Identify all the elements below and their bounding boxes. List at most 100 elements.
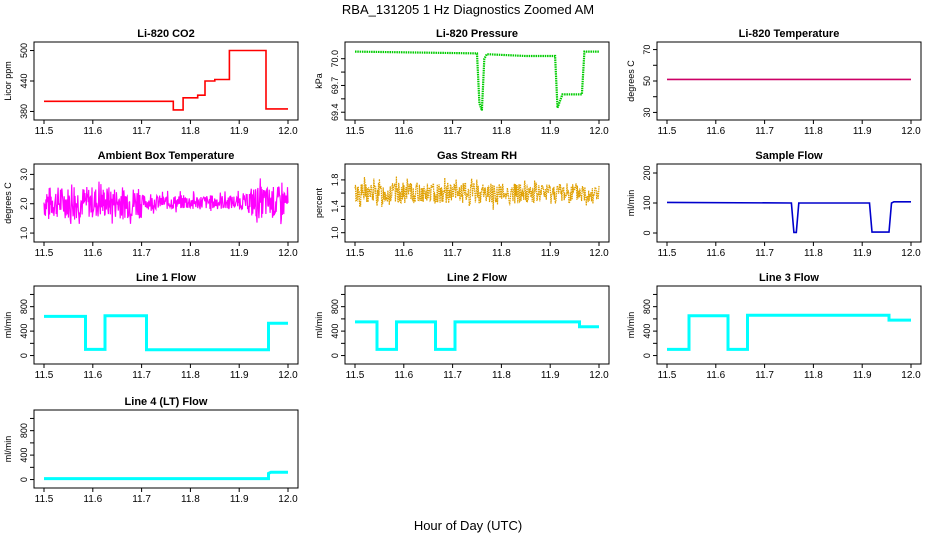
data-series (354, 50, 599, 111)
y-axis-label: Licor ppm (3, 61, 13, 101)
y-tick-label: 0 (642, 230, 652, 235)
x-tick-label: 11.9 (541, 126, 560, 137)
x-tick-label: 11.5 (658, 126, 677, 137)
y-tick-label: 440 (19, 73, 29, 88)
plot-title: Li-820 Temperature (739, 28, 840, 40)
panel-0: Li-820 CO2 Licor ppm 11.5 11.6 11.7 11.8 11.9 1… (3, 28, 299, 137)
panel-2: Li-820 Temperature degrees C 11.5 11.6 11.7 1… (626, 28, 922, 137)
plot-frame (656, 41, 922, 121)
x-tick-label: 12.0 (589, 370, 609, 381)
y-tick-label: 800 (642, 299, 652, 314)
y-tick-label: 1.0 (19, 227, 29, 240)
y-axis-label: ml/min (626, 312, 636, 339)
y-tick-label: 400 (330, 324, 340, 339)
y-tick-label: 69.4 (330, 103, 340, 121)
x-tick-label: 11.9 (853, 248, 872, 259)
x-tick-label: 11.8 (181, 248, 200, 259)
x-tick-label: 11.8 (492, 370, 511, 381)
data-series (44, 314, 288, 352)
panel-6: Line 1 Flow ml/min 11.5 11.6 11.7 11.8 11.9 12.… (3, 272, 299, 381)
x-tick-label: 11.9 (853, 370, 872, 381)
x-tick-label: 11.6 (83, 126, 102, 137)
x-tick-label: 11.7 (443, 370, 462, 381)
plot-frame (33, 285, 299, 365)
y-tick-label: 70 (642, 45, 652, 55)
x-tick-label: 11.7 (132, 494, 151, 505)
plot-title: Line 1 Flow (136, 272, 196, 284)
x-tick-label: 11.6 (83, 370, 102, 381)
y-axis-label: ml/min (3, 312, 13, 339)
y-tick-label: 380 (19, 104, 29, 119)
x-tick-label: 11.7 (755, 126, 774, 137)
panel-7: Line 2 Flow ml/min 11.5 11.6 11.7 11.8 11.9 12.… (314, 272, 610, 381)
y-tick-label: 69.7 (330, 77, 340, 95)
x-tick-label: 11.9 (230, 494, 249, 505)
x-tick-label: 11.8 (804, 126, 823, 137)
y-axis-label: degrees C (626, 60, 636, 102)
plot-frame (33, 409, 299, 489)
x-tick-label: 12.0 (589, 248, 609, 259)
x-tick-label: 11.6 (706, 126, 725, 137)
x-tick-label: 11.6 (706, 370, 725, 381)
x-tick-label: 11.6 (394, 126, 413, 137)
x-tick-label: 12.0 (278, 126, 298, 137)
panel-1: Li-820 Pressure kPa 11.5 11.6 11.7 11.8 11.9 12… (314, 28, 610, 137)
y-tick-label: 0 (642, 353, 652, 358)
x-tick-label: 11.7 (132, 126, 151, 137)
page-title: RBA_131205 1 Hz Diagnostics Zoomed AM (341, 2, 595, 17)
y-tick-label: 400 (19, 324, 29, 339)
x-tick-label: 11.6 (394, 248, 413, 259)
plot-title: Line 2 Flow (447, 272, 507, 284)
y-tick-label: 2.0 (19, 197, 29, 210)
y-tick-label: 30 (642, 107, 652, 117)
plot-title: Sample Flow (755, 150, 823, 162)
x-tick-label: 11.9 (541, 248, 560, 259)
x-tick-label: 12.0 (589, 126, 609, 137)
panel-4: Gas Stream RH percent 11.5 11.6 11.7 11.8 11.9… (314, 150, 610, 259)
x-tick-label: 11.8 (804, 370, 823, 381)
plot-title: Line 4 (LT) Flow (125, 396, 208, 408)
y-tick-label: 1.4 (330, 200, 340, 213)
panel-5: Sample Flow ml/min 11.5 11.6 11.7 11.8 11.9 12.… (626, 150, 922, 259)
x-tick-label: 11.6 (706, 248, 725, 259)
plot-title: Li-820 Pressure (436, 28, 518, 40)
y-tick-label: 0 (19, 353, 29, 358)
y-tick-label: 50 (642, 76, 652, 86)
y-axis-label: ml/min (626, 190, 636, 217)
x-tick-label: 12.0 (901, 248, 921, 259)
x-tick-label: 11.8 (492, 126, 511, 137)
x-tick-label: 11.5 (658, 248, 677, 259)
x-tick-label: 11.5 (35, 248, 54, 259)
x-tick-label: 12.0 (278, 494, 298, 505)
plot-frame (344, 41, 610, 121)
x-tick-label: 11.5 (346, 248, 365, 259)
plot-frame (344, 163, 610, 243)
x-tick-label: 11.8 (181, 494, 200, 505)
x-tick-label: 11.9 (541, 370, 560, 381)
x-tick-label: 11.5 (35, 494, 54, 505)
x-tick-label: 11.7 (132, 370, 151, 381)
data-series (667, 313, 911, 351)
y-axis-label: ml/min (3, 436, 13, 463)
y-tick-label: 200 (642, 165, 652, 180)
y-tick-label: 400 (642, 324, 652, 339)
x-tick-label: 11.8 (181, 126, 200, 137)
y-tick-label: 3.0 (19, 168, 29, 181)
x-tick-label: 11.7 (755, 248, 774, 259)
x-tick-label: 11.8 (804, 248, 823, 259)
x-tick-label: 11.6 (83, 494, 102, 505)
x-tick-label: 11.9 (230, 248, 249, 259)
y-tick-label: 800 (330, 299, 340, 314)
x-tick-label: 11.7 (132, 248, 151, 259)
y-tick-label: 70.0 (330, 50, 340, 68)
data-series (354, 176, 600, 210)
panel-3: Ambient Box Temperature degrees C 11.5 11.6… (3, 150, 299, 259)
data-series (44, 49, 288, 111)
plot-title: Li-820 CO2 (137, 28, 194, 40)
y-tick-label: 800 (19, 299, 29, 314)
x-tick-label: 11.8 (181, 370, 200, 381)
y-tick-label: 800 (19, 423, 29, 438)
x-tick-label: 12.0 (901, 370, 921, 381)
y-axis-label: ml/min (314, 312, 324, 339)
